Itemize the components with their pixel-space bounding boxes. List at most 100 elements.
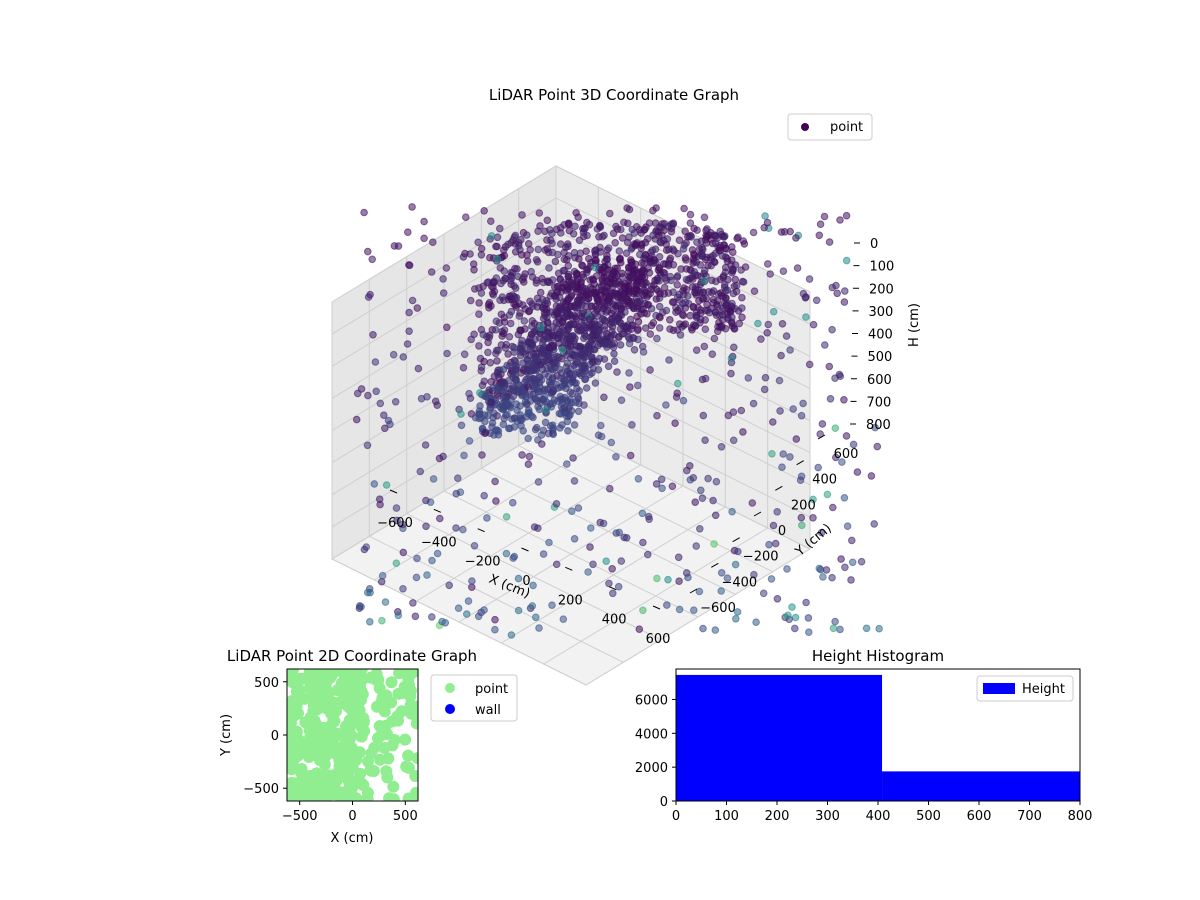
scatter-point — [480, 606, 488, 614]
x-tick-mark — [433, 508, 442, 513]
scatter-point — [653, 334, 661, 343]
scatter-point — [580, 316, 589, 325]
scatter-point — [475, 310, 483, 319]
scatter-point — [849, 440, 858, 449]
scatter-point — [581, 375, 589, 384]
point-marker — [297, 794, 310, 801]
scatter-point — [776, 407, 784, 415]
point-marker — [331, 727, 344, 740]
scatter-point — [597, 421, 605, 430]
scatter-point — [556, 374, 565, 382]
legend-label-height: Height — [1022, 682, 1065, 697]
scatter-point — [479, 282, 487, 291]
x-tick-mark — [608, 586, 617, 591]
scatter-point — [697, 237, 706, 245]
scatter-point — [567, 407, 576, 415]
point-marker — [371, 700, 383, 713]
scatter-point — [541, 392, 549, 401]
scatter-point — [560, 310, 568, 319]
scatter-point — [616, 325, 625, 333]
scatter-point — [799, 399, 807, 408]
scatter-point — [580, 361, 588, 369]
scatter-point — [528, 602, 537, 610]
scatter-point — [368, 255, 377, 264]
scatter-point — [711, 626, 720, 634]
scatter-point — [454, 604, 463, 613]
scatter-point — [460, 451, 468, 460]
scatter-point — [567, 399, 576, 407]
scatter-point — [573, 288, 581, 296]
scatter-point — [831, 617, 839, 626]
scatter-point — [565, 219, 573, 228]
scatter-point — [686, 311, 694, 320]
scatter-point — [591, 247, 599, 255]
grid-line — [331, 558, 587, 686]
scatter-point — [548, 229, 556, 238]
scatter-point — [524, 434, 533, 443]
scatter-point — [516, 246, 524, 254]
scatter-point — [582, 247, 591, 255]
point-marker — [287, 676, 299, 689]
scatter-point — [545, 264, 553, 272]
scatter-point — [491, 326, 500, 334]
scatter-point — [805, 360, 814, 369]
scatter-point — [704, 261, 712, 270]
point-marker — [320, 747, 333, 759]
scatter-point — [581, 285, 590, 293]
scatter-point — [617, 557, 626, 565]
scatter-point — [835, 370, 844, 379]
scatter-point — [478, 451, 486, 459]
scatter-point — [588, 358, 597, 366]
scatter-point — [819, 573, 827, 581]
scatter-point — [475, 342, 483, 350]
scatter-point — [640, 279, 649, 287]
scatter-point — [542, 297, 551, 305]
scatter-point — [524, 360, 533, 368]
scatter-point — [674, 249, 682, 258]
scatter-point — [741, 263, 750, 271]
scatter-point — [443, 349, 451, 358]
scatter-point — [547, 236, 555, 244]
scatter-point — [767, 575, 776, 583]
scatter-point — [627, 325, 636, 333]
x-tick-mark — [565, 566, 573, 571]
scatter-point — [492, 274, 501, 282]
scatter-point — [701, 436, 709, 445]
point-marker — [350, 792, 363, 801]
z-tick-label: 300 — [869, 305, 894, 320]
point-marker — [300, 672, 312, 685]
scatter-point — [775, 376, 784, 385]
scatter-point — [603, 333, 611, 341]
scatter-point — [634, 475, 643, 483]
scatter-point — [847, 576, 855, 584]
scatter-point — [664, 575, 672, 584]
scatter-point — [568, 507, 576, 516]
scatter-point — [613, 316, 621, 325]
scatter-point — [452, 524, 460, 532]
point-marker — [357, 673, 369, 685]
scatter-point — [492, 346, 501, 355]
x-tick-label: −200 — [465, 555, 501, 570]
scatter-point — [584, 568, 592, 576]
scatter-point — [563, 460, 571, 468]
scatter-point — [686, 274, 694, 283]
scatter-point — [768, 450, 776, 458]
scatter-point — [738, 293, 746, 302]
scatter-point — [867, 472, 876, 480]
scatter-point — [761, 212, 769, 220]
point-marker — [319, 702, 332, 715]
scatter-point — [357, 603, 365, 611]
scatter-point — [532, 376, 540, 385]
scatter-point — [574, 504, 583, 512]
point-marker — [387, 793, 400, 801]
scatter-point — [548, 601, 556, 610]
scatter-point — [607, 438, 616, 447]
scatter-point — [686, 462, 694, 470]
scatter-point — [689, 474, 698, 482]
scatter-point — [734, 547, 742, 556]
scatter-point — [836, 625, 844, 634]
y-tick-label: 600 — [834, 447, 859, 462]
scatter-point — [593, 294, 601, 303]
scatter-point — [570, 477, 579, 485]
x-tick-label: 500 — [393, 809, 418, 824]
